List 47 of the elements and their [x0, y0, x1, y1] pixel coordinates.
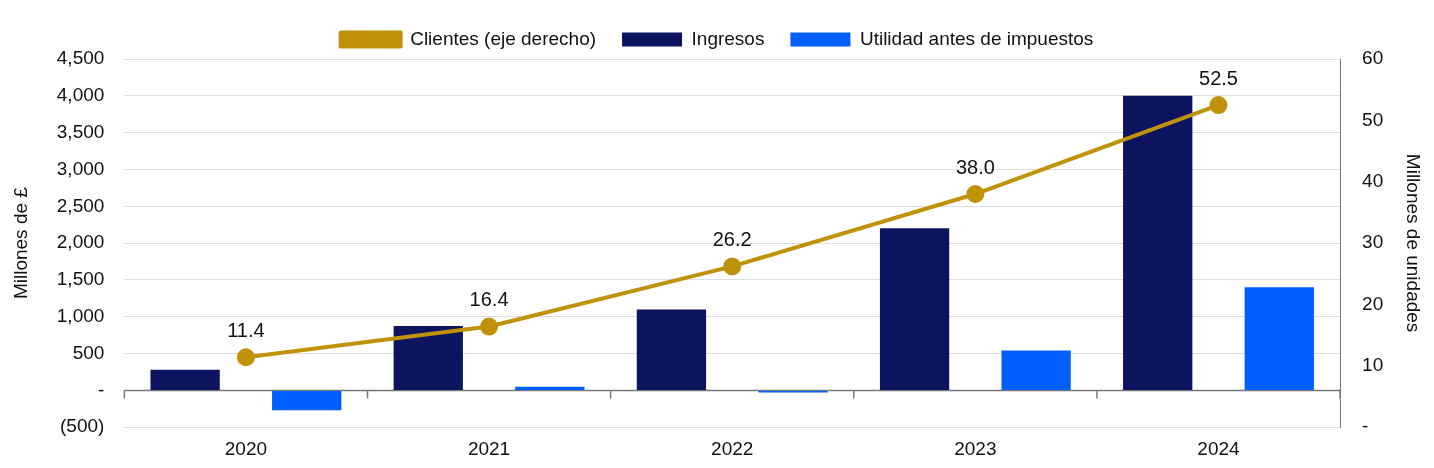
- x-tick-label: 2021: [467, 437, 511, 459]
- point: [1209, 96, 1228, 115]
- bar: [1244, 287, 1314, 390]
- y-tick-label: 4,500: [56, 47, 105, 69]
- data-label: 11.4: [227, 318, 265, 341]
- y2-tick-label: 10: [1362, 354, 1384, 376]
- data-label: 16.4: [469, 288, 509, 311]
- point: [966, 185, 985, 204]
- data-label: 38.0: [955, 155, 995, 178]
- bar: [150, 369, 220, 390]
- y-tick-label: 2,500: [56, 194, 105, 216]
- data-label: 52.5: [1199, 66, 1238, 89]
- y2-tick-label: 20: [1362, 292, 1384, 314]
- point: [480, 317, 499, 336]
- x-tick-label: 2022: [711, 437, 754, 459]
- y-tick-label: 500: [72, 341, 105, 363]
- bar: [1123, 95, 1193, 390]
- y2-tick-label: 30: [1362, 231, 1384, 253]
- y2-axis-title: Millones de unidades: [1403, 153, 1425, 333]
- y-tick-label: 1,500: [56, 268, 105, 290]
- legend-label: Utilidad antes de impuestos: [859, 27, 1094, 49]
- point: [236, 348, 255, 367]
- y-tick-label: 3,000: [56, 157, 105, 179]
- x-tick-label: 2020: [224, 437, 268, 459]
- x-tick-label: 2024: [1197, 437, 1241, 459]
- legend-label: Ingresos: [691, 27, 765, 49]
- bar: [272, 390, 342, 411]
- y2-tick-label: 50: [1362, 108, 1384, 130]
- point: [723, 257, 742, 276]
- bar: [393, 325, 463, 390]
- y-tick-label: 2,000: [56, 231, 105, 253]
- bar: [515, 386, 585, 390]
- y-tick-label: -: [98, 378, 105, 400]
- data-label: 26.2: [712, 227, 752, 250]
- x-tick-label: 2023: [954, 437, 997, 459]
- y-axis-title: Millones de £: [9, 186, 31, 300]
- bar: [1001, 350, 1071, 390]
- y2-tick-label: 60: [1362, 47, 1384, 69]
- y2-tick-label: 40: [1362, 169, 1384, 191]
- y2-tick-label: -: [1362, 415, 1369, 437]
- legend-label: Clientes (eje derecho): [410, 27, 597, 49]
- y-tick-label: 3,500: [56, 120, 105, 142]
- y-tick-label: 1,000: [56, 304, 105, 326]
- y-tick-label: (500): [59, 415, 105, 437]
- y-tick-label: 4,000: [56, 84, 105, 106]
- bar: [636, 309, 707, 390]
- bar: [879, 228, 950, 390]
